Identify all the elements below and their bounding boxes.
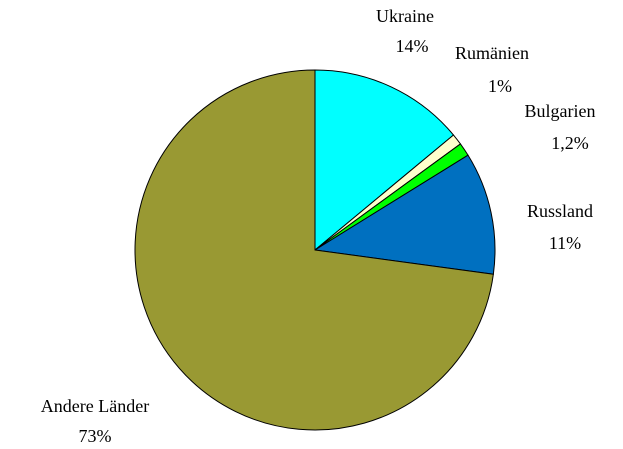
pie-slice [134, 69, 494, 431]
slice-label: Bulgarien [525, 101, 596, 121]
slice-label: Ukraine [376, 6, 434, 26]
slice-label: Andere Länder [41, 396, 149, 416]
value-label: 1% [488, 76, 512, 96]
value-label: 11% [549, 233, 581, 253]
pie-slice [313, 154, 496, 275]
pie-slice [314, 69, 455, 252]
value-label: 73% [79, 426, 112, 446]
value-label: 1,2% [551, 133, 589, 153]
slice-label: Russland [527, 201, 593, 221]
slice-label: Rumänien [455, 43, 529, 63]
value-label: 14% [396, 36, 429, 56]
